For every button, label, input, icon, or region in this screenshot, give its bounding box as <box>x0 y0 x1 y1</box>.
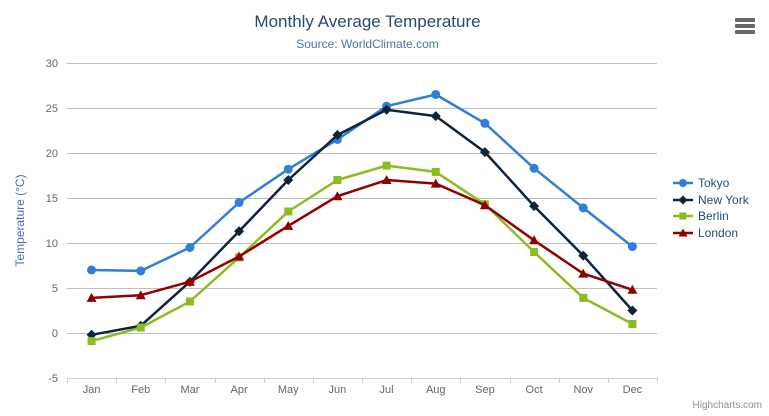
data-point-marker[interactable] <box>382 161 391 170</box>
hamburger-icon <box>735 18 755 34</box>
gridlines <box>67 63 657 379</box>
series-london <box>86 175 638 302</box>
data-point-marker[interactable] <box>480 118 490 128</box>
data-point-marker[interactable] <box>283 164 293 174</box>
data-point-marker[interactable] <box>86 292 97 302</box>
data-point-marker[interactable] <box>530 248 539 256</box>
chart-subtitle: Source: WorldClimate.com <box>296 37 439 51</box>
x-axis <box>67 378 658 383</box>
x-tick-label: Mar <box>180 384 199 396</box>
data-point-marker[interactable] <box>579 293 588 302</box>
data-point-marker[interactable] <box>87 265 97 275</box>
x-tick-label: May <box>278 384 299 396</box>
x-tick-label: Apr <box>231 384 248 396</box>
legend-item-berlin[interactable]: Berlin <box>673 208 749 225</box>
chart-title: Monthly Average Temperature <box>254 12 481 31</box>
data-point-marker[interactable] <box>678 228 688 237</box>
data-point-marker[interactable] <box>185 243 195 252</box>
data-point-marker[interactable] <box>627 242 637 252</box>
series-line-berlin[interactable] <box>90 164 634 343</box>
y-tick-label: 25 <box>46 103 58 115</box>
data-point-marker[interactable] <box>627 305 638 316</box>
legend: Tokyo New York Berlin London <box>673 175 749 241</box>
data-point-marker[interactable] <box>628 320 637 328</box>
data-point-marker[interactable] <box>234 198 244 207</box>
data-point-marker[interactable] <box>578 203 588 213</box>
data-point-marker[interactable] <box>381 104 392 115</box>
data-point-marker[interactable] <box>284 207 293 216</box>
credits-link[interactable]: Highcharts.com <box>692 400 762 411</box>
data-point-marker[interactable] <box>430 178 441 188</box>
series-new-york <box>86 104 638 340</box>
data-point-marker[interactable] <box>431 90 441 99</box>
x-tick-label: Oct <box>526 384 543 396</box>
y-tick-label: 30 <box>46 58 58 70</box>
data-point-marker[interactable] <box>430 111 441 122</box>
legend-label: Berlin <box>698 209 729 224</box>
data-point-marker[interactable] <box>283 175 294 185</box>
data-point-marker[interactable] <box>529 163 539 173</box>
data-point-marker[interactable] <box>578 250 589 261</box>
legend-item-london[interactable]: London <box>673 225 749 242</box>
x-tick-label: Sep <box>475 384 495 396</box>
x-tick-label: Jul <box>380 384 394 396</box>
data-point-marker[interactable] <box>479 200 490 210</box>
data-point-marker[interactable] <box>332 191 343 201</box>
data-point-marker[interactable] <box>431 167 440 176</box>
data-point-marker[interactable] <box>381 175 392 184</box>
y-tick-label: 20 <box>46 148 58 160</box>
series-line-new-york[interactable] <box>90 108 634 337</box>
series-tokyo <box>87 90 637 276</box>
y-tick-label: -5 <box>48 373 58 385</box>
data-point-marker[interactable] <box>136 266 146 276</box>
data-point-marker[interactable] <box>234 226 245 237</box>
x-tick-label: Dec <box>623 384 643 396</box>
legend-item-tokyo[interactable]: Tokyo <box>673 175 749 192</box>
data-point-marker[interactable] <box>578 268 589 278</box>
legend-marker-triangle-icon <box>673 228 693 237</box>
data-point-marker[interactable] <box>332 130 343 140</box>
data-point-marker[interactable] <box>529 235 540 245</box>
x-tick-label: Jan <box>83 384 101 396</box>
legend-marker-square-icon <box>673 212 693 220</box>
data-point-marker[interactable] <box>627 284 638 294</box>
series-line-tokyo[interactable] <box>90 93 634 273</box>
data-point-marker[interactable] <box>679 212 687 220</box>
data-point-marker[interactable] <box>333 176 342 184</box>
legend-marker-circle-icon <box>673 179 693 188</box>
data-point-marker[interactable] <box>529 201 540 212</box>
legend-label: London <box>698 225 739 240</box>
legend-marker-diamond-icon <box>673 195 693 205</box>
data-point-marker[interactable] <box>184 276 195 286</box>
y-tick-label: 5 <box>52 283 58 295</box>
series-line-london[interactable] <box>90 178 634 300</box>
data-point-marker[interactable] <box>679 179 687 188</box>
data-point-marker[interactable] <box>136 323 145 332</box>
y-tick-label: 15 <box>46 193 58 205</box>
x-tick-label: Nov <box>573 384 593 396</box>
context-menu-button[interactable] <box>732 16 758 38</box>
y-axis-title: Temperature (°C) <box>13 174 27 266</box>
x-tick-label: Feb <box>131 384 150 396</box>
x-tick-label: Aug <box>426 384 446 396</box>
data-point-marker[interactable] <box>234 251 245 261</box>
y-tick-label: 10 <box>46 238 58 250</box>
data-point-marker[interactable] <box>678 195 688 205</box>
legend-label: Tokyo <box>698 176 730 191</box>
y-axis-labels: 30 25 20 15 10 5 0 -5 <box>46 58 58 385</box>
data-point-marker[interactable] <box>283 220 294 230</box>
legend-item-new-york[interactable]: New York <box>673 192 749 209</box>
legend-label: New York <box>698 192 749 207</box>
x-tick-label: Jun <box>329 384 347 396</box>
x-axis-labels: Jan Feb Mar Apr May Jun Jul Aug Sep Oct Nov Dec <box>83 384 643 396</box>
data-point-marker[interactable] <box>185 297 194 306</box>
data-point-marker[interactable] <box>87 337 96 346</box>
data-point-marker[interactable] <box>135 290 146 300</box>
data-point-marker[interactable] <box>479 147 490 158</box>
y-tick-label: 0 <box>52 328 58 340</box>
